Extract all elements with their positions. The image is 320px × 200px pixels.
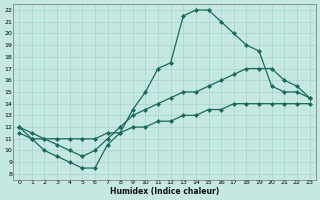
X-axis label: Humidex (Indice chaleur): Humidex (Indice chaleur) <box>110 187 219 196</box>
